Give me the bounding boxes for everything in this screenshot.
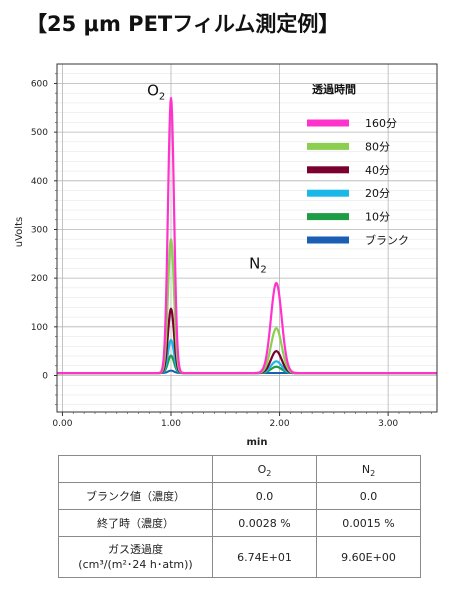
- table-row: ガス透過度 (cm³/(m²･24 h･atm)) 6.74E+01 9.60E…: [58, 536, 421, 578]
- chromatogram-chart: 0 100 200 300 400 500 600 0.00 1.00 2.00 3.00 min uV…: [14, 63, 438, 448]
- x-tick-label: 1.00: [161, 419, 181, 429]
- legend-swatch: [307, 142, 349, 150]
- legend-swatch: [307, 166, 349, 174]
- cell-permeance-n2: 9.60E+00: [316, 536, 421, 578]
- table-row: 終了時（濃度） 0.0028 % 0.0015 %: [58, 509, 421, 537]
- row-label-end: 終了時（濃度）: [58, 509, 213, 537]
- result-table: O2 N2 ブランク値（濃度） 0.0 0.0 終了時（濃度） 0.0028 %…: [58, 455, 421, 578]
- series-lines: [56, 96, 438, 375]
- x-tick-label: 2.00: [270, 419, 290, 429]
- peak-label-sub: 2: [260, 264, 266, 275]
- x-axis-label: min: [247, 437, 268, 448]
- legend-swatch: [307, 189, 349, 197]
- y-tick-label: 200: [31, 274, 48, 284]
- legend-title: 透過時間: [312, 82, 356, 96]
- table-header-o2: O2: [212, 455, 317, 483]
- x-tick-label: 3.00: [378, 419, 398, 429]
- permeance-unit: (cm³/(m²･24 h･atm)): [78, 558, 193, 571]
- legend-label: 10分: [365, 211, 390, 224]
- cell-permeance-o2: 6.74E+01: [212, 536, 317, 578]
- y-tick-label: 100: [31, 323, 48, 333]
- y-tick-label: 0: [42, 371, 48, 381]
- row-label-blank: ブランク値（濃度）: [58, 482, 213, 510]
- table-header-n2: N2: [316, 455, 421, 483]
- legend-label: 160分: [365, 117, 397, 130]
- peak-label: N2: [249, 254, 267, 275]
- peak-label-base: O: [147, 82, 159, 100]
- peak-label-base: N: [249, 254, 260, 272]
- plot-area: [57, 64, 437, 412]
- table-header-row: O2 N2: [58, 455, 421, 483]
- legend-label: ブランク: [365, 233, 409, 247]
- y-tick-label: 400: [31, 177, 48, 187]
- header-o2-sub: 2: [266, 468, 272, 478]
- y-tick-label: 500: [31, 128, 48, 138]
- y-tick-label: 300: [31, 225, 48, 235]
- legend-swatch: [307, 236, 349, 244]
- header-n2-base: N: [361, 462, 371, 476]
- table-row: ブランク値（濃度） 0.0 0.0: [58, 482, 421, 510]
- legend-swatch: [307, 119, 349, 127]
- peak-label-sub: 2: [159, 92, 165, 103]
- table-header-blank: [58, 455, 213, 483]
- x-tick-label: 0.00: [52, 419, 72, 429]
- y-tick-label: 600: [31, 79, 48, 89]
- legend-label: 20分: [365, 187, 390, 200]
- cell-blank-o2: 0.0: [212, 482, 317, 510]
- legend-swatch: [307, 213, 349, 221]
- cell-blank-n2: 0.0: [316, 482, 421, 510]
- row-label-permeance: ガス透過度 (cm³/(m²･24 h･atm)): [58, 536, 213, 578]
- header-o2-base: O: [257, 462, 267, 476]
- axes: 0 100 200 300 400 500 600 0.00 1.00 2.00 3.00 min uV…: [14, 63, 438, 448]
- page-title: 【25 μm PETフィルム測定例】: [26, 12, 340, 36]
- cell-end-n2: 0.0015 %: [316, 509, 421, 537]
- legend-label: 40分: [365, 164, 390, 177]
- y-axis-label: uVolts: [14, 217, 25, 247]
- permeance-label: ガス透過度: [108, 543, 163, 556]
- legend-label: 80分: [365, 140, 390, 153]
- header-n2-sub: 2: [370, 468, 376, 478]
- cell-end-o2: 0.0028 %: [212, 509, 317, 537]
- series-line: [56, 96, 438, 375]
- peak-label: O2: [147, 82, 165, 103]
